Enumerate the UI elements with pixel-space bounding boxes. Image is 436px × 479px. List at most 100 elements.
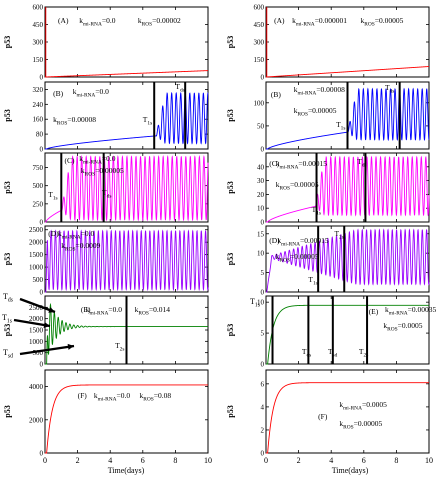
threshold-label: T1s: [312, 205, 321, 217]
y-axis-label: p53: [226, 324, 235, 336]
threshold-label: T1s: [48, 190, 57, 202]
y-tick-label: 10: [257, 250, 265, 258]
panel-letter: (C): [269, 159, 280, 168]
series-line: [45, 154, 209, 223]
y-tick-label: 0: [40, 289, 44, 297]
y-tick-label: 2000: [29, 315, 44, 323]
rate-annotation: kROS=0.0005: [383, 321, 422, 333]
series-line: [266, 7, 430, 78]
x-tick-label: 6: [362, 456, 366, 465]
series-line: [266, 228, 430, 293]
threshold-label: Tds: [302, 347, 311, 359]
x-tick-label: 0: [264, 456, 268, 465]
y-tick-label: 0: [40, 361, 44, 369]
panel-letter: (F): [318, 412, 328, 421]
panel-letter: (A): [58, 16, 69, 25]
threshold-label: Tds: [102, 188, 111, 200]
panel-l6: 0 2000 4000 p53 (F) kmi-RNA=0.0 kROS=0.08 0 2 4 6 8…: [3, 369, 212, 465]
rate-annotation: kmi-RNA=0.00015: [277, 236, 328, 248]
y-tick-label: 600: [33, 4, 44, 12]
rate-annotation: kmi-RNA=0.0: [79, 16, 115, 28]
plot-frame: [44, 225, 209, 293]
pointer-arrowhead: [67, 343, 74, 350]
threshold-label: Tds: [385, 83, 394, 95]
y-tick-label: 0: [261, 450, 265, 458]
series-line: [266, 382, 429, 454]
y-tick-label: 300: [33, 39, 44, 47]
y-axis-label: p53: [226, 405, 235, 417]
y-tick-label: 0: [261, 361, 265, 369]
rate-annotation: kmi-RNA=0.0005: [339, 400, 387, 412]
y-tick-label: 0: [40, 450, 44, 458]
rate-annotation: kROS=0.014: [135, 305, 171, 317]
panel-r1: 0 150 300 450 600 p53 (A) kmi-RNA=0.000001 kROS=…: [226, 4, 430, 82]
panel-r3: 0 10 20 30 40 p53 T1s Tds (C)kmi-RNA=0.00015 kROS…: [226, 152, 430, 227]
rate-annotation: kROS=0.00005: [294, 106, 337, 118]
y-tick-label: 2000: [29, 239, 44, 247]
panel-r6: 0 2 4 6 p53 (F) kmi-RNA=0.0005 kROS=0.00005 0 2 4 6…: [226, 369, 433, 465]
plot-frame: [44, 152, 209, 223]
rate-annotation: kmi-RNA=0.0: [86, 305, 122, 317]
y-tick-label: 250: [33, 200, 44, 208]
rate-annotation: kROS=0.00008: [53, 115, 96, 127]
y-tick-label: 1500: [29, 327, 44, 335]
y-tick-label: 2000: [29, 416, 44, 424]
panel-r5: 0 5 10 p53 Tds Tsd T2s (E) kmi-RNA=0.00035 kROS=0…: [226, 295, 436, 369]
y-tick-label: 80: [36, 131, 44, 139]
panel-letter: (B): [271, 90, 282, 99]
y-tick-label: 320: [33, 86, 44, 94]
side-time-label: T1s: [250, 297, 261, 309]
y-axis-label: p53: [226, 181, 235, 193]
x-tick-label: 8: [394, 456, 398, 465]
threshold-label: Tsd: [328, 347, 338, 359]
y-tick-label: 2: [261, 426, 265, 434]
series-line: [266, 155, 430, 223]
side-time-label: T1s: [2, 313, 13, 325]
rate-annotation: kmi-RNA=0.0: [73, 87, 109, 99]
y-tick-label: 240: [33, 101, 44, 109]
y-axis-label: p53: [3, 405, 12, 417]
x-tick-label: 4: [329, 456, 333, 465]
y-tick-label: 0: [40, 146, 44, 154]
y-tick-label: 2500: [29, 304, 44, 312]
pointer-arrow: [19, 297, 56, 314]
threshold-label: T1s: [308, 275, 317, 287]
arrows-layer: [13, 297, 75, 356]
threshold-label: Tds: [357, 157, 366, 169]
y-axis-label: p53: [3, 253, 12, 265]
threshold-label: T2s: [115, 341, 124, 353]
rate-annotation: kmi-RNA=0.00015: [276, 159, 327, 171]
y-tick-label: 600: [254, 4, 265, 12]
y-tick-label: 4: [261, 403, 265, 411]
panel-letter: (D): [48, 229, 59, 238]
y-tick-label: 450: [254, 21, 265, 29]
x-tick-label: 10: [204, 456, 212, 465]
y-tick-label: 300: [254, 39, 265, 47]
threshold-label: T2s: [359, 347, 368, 359]
series-line: [45, 229, 209, 293]
y-tick-label: 0: [261, 289, 265, 297]
rate-annotation: kROS=0.0009: [61, 241, 100, 253]
y-tick-label: 20: [257, 191, 265, 199]
y-tick-label: 1000: [29, 338, 44, 346]
x-tick-label: 6: [141, 456, 145, 465]
y-tick-label: 15: [257, 230, 265, 238]
plot-frame: [44, 369, 209, 454]
plot-frame: [44, 81, 209, 150]
rate-annotation: kROS=0.00005: [276, 180, 319, 192]
x-tick-label: 10: [425, 456, 433, 465]
rate-annotation: kROS=0.00005: [276, 252, 319, 264]
y-tick-label: 50: [257, 122, 265, 130]
series-line: [45, 384, 208, 454]
panel-r4: 0 5 10 15 p53 T1s T2s (D)kmi-RNA=0.00015 kROS=0.…: [226, 225, 430, 297]
y-tick-label: 100: [254, 99, 265, 107]
y-tick-label: 5: [261, 269, 265, 277]
plot-frame: [265, 369, 430, 454]
y-tick-label: 1000: [29, 264, 44, 272]
plot-frame: [265, 295, 430, 365]
y-axis-label: p53: [3, 181, 12, 193]
x-tick-label: 0: [43, 456, 47, 465]
y-tick-label: 2500: [29, 226, 44, 234]
